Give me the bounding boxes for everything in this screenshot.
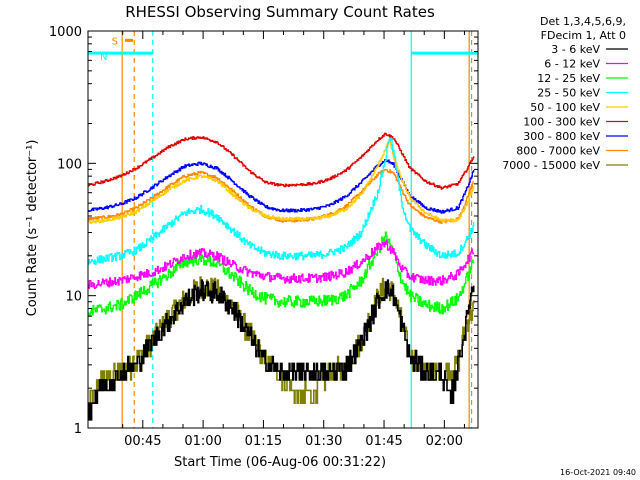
x-tick-label: 01:15 bbox=[245, 434, 282, 449]
x-axis-label: Start Time (06-Aug-06 00:31:22) bbox=[174, 455, 386, 470]
series-line bbox=[88, 231, 475, 317]
series-line bbox=[88, 139, 475, 225]
legend-label: 7000 - 15000 keV bbox=[502, 159, 600, 172]
legend-label: 12 - 25 keV bbox=[537, 72, 600, 85]
x-tick-label: 01:00 bbox=[184, 434, 221, 449]
x-tick-label: 01:45 bbox=[365, 434, 402, 449]
y-tick-label: 1000 bbox=[49, 25, 82, 40]
series-line bbox=[88, 169, 474, 225]
x-tick-label: 02:00 bbox=[426, 434, 463, 449]
plot-area: SN bbox=[87, 31, 478, 428]
series-line bbox=[87, 279, 475, 421]
interval-marker-label: S bbox=[112, 36, 118, 47]
plot-frame bbox=[87, 30, 479, 429]
y-tick-label: 100 bbox=[57, 157, 82, 172]
legend-label: 50 - 100 keV bbox=[530, 101, 600, 114]
y-tick-label: 1 bbox=[74, 422, 82, 437]
legend-label: 6 - 12 keV bbox=[544, 58, 600, 71]
x-tick-label: 00:45 bbox=[124, 434, 161, 449]
legend-header-line-2: FDecim 1, Att 0 bbox=[541, 29, 626, 42]
legend-label: 25 - 50 keV bbox=[537, 87, 600, 100]
legend-label: 3 - 6 keV bbox=[551, 43, 600, 56]
interval-marker-label: N bbox=[100, 52, 107, 63]
series-line bbox=[88, 132, 475, 190]
axes: 1 10 100 1000 00:45 01:00 01:15 01:30 01:45 02:00 bbox=[49, 25, 479, 449]
series-line bbox=[88, 137, 475, 266]
legend-label: 300 - 800 keV bbox=[523, 130, 600, 143]
y-axis-label: Count Rate (s⁻¹ detector⁻¹) bbox=[25, 140, 40, 317]
series-line bbox=[88, 239, 475, 290]
footer-timestamp: 16-Oct-2021 09:40 bbox=[560, 468, 636, 477]
y-tick-label: 10 bbox=[65, 290, 82, 305]
chart-title: RHESSI Observing Summary Count Rates bbox=[125, 3, 435, 21]
legend-label: 100 - 300 keV bbox=[523, 116, 600, 129]
legend-label: 800 - 7000 keV bbox=[516, 145, 600, 158]
x-tick-label: 01:30 bbox=[305, 434, 342, 449]
legend-header-line-1: Det 1,3,4,5,6,9, bbox=[540, 15, 626, 28]
